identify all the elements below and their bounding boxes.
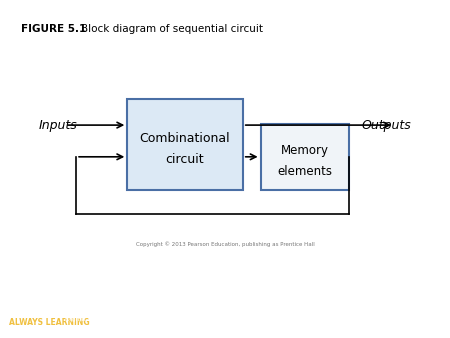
Text: elements: elements [278, 165, 333, 178]
FancyBboxPatch shape [261, 124, 350, 190]
Text: Copyright © 2013 Pearson Education, publishing as Prentice Hall: Copyright © 2013 Pearson Education, publ… [135, 242, 315, 247]
FancyBboxPatch shape [127, 99, 243, 190]
Text: Outputs: Outputs [362, 119, 412, 131]
Text: PEARSON: PEARSON [358, 316, 432, 330]
Text: FIGURE 5.1: FIGURE 5.1 [21, 24, 86, 34]
Text: Memory: Memory [281, 144, 329, 157]
Text: Copyright ©2013 by Pearson Education, Inc.: Copyright ©2013 by Pearson Education, In… [254, 317, 394, 322]
Text: ALWAYS LEARNING: ALWAYS LEARNING [9, 318, 90, 327]
Text: M. Morris Mano • Michael D. Ciletti: M. Morris Mano • Michael D. Ciletti [103, 328, 212, 333]
Text: circuit: circuit [166, 153, 204, 166]
Text: Block diagram of sequential circuit: Block diagram of sequential circuit [81, 24, 262, 34]
Text: Digital Design: With an Introduction to the Verilog HDL, 5e: Digital Design: With an Introduction to … [65, 317, 250, 322]
Text: Inputs: Inputs [38, 119, 77, 131]
Text: All rights reserved.: All rights reserved. [294, 328, 354, 333]
Text: Combinational: Combinational [140, 132, 230, 145]
